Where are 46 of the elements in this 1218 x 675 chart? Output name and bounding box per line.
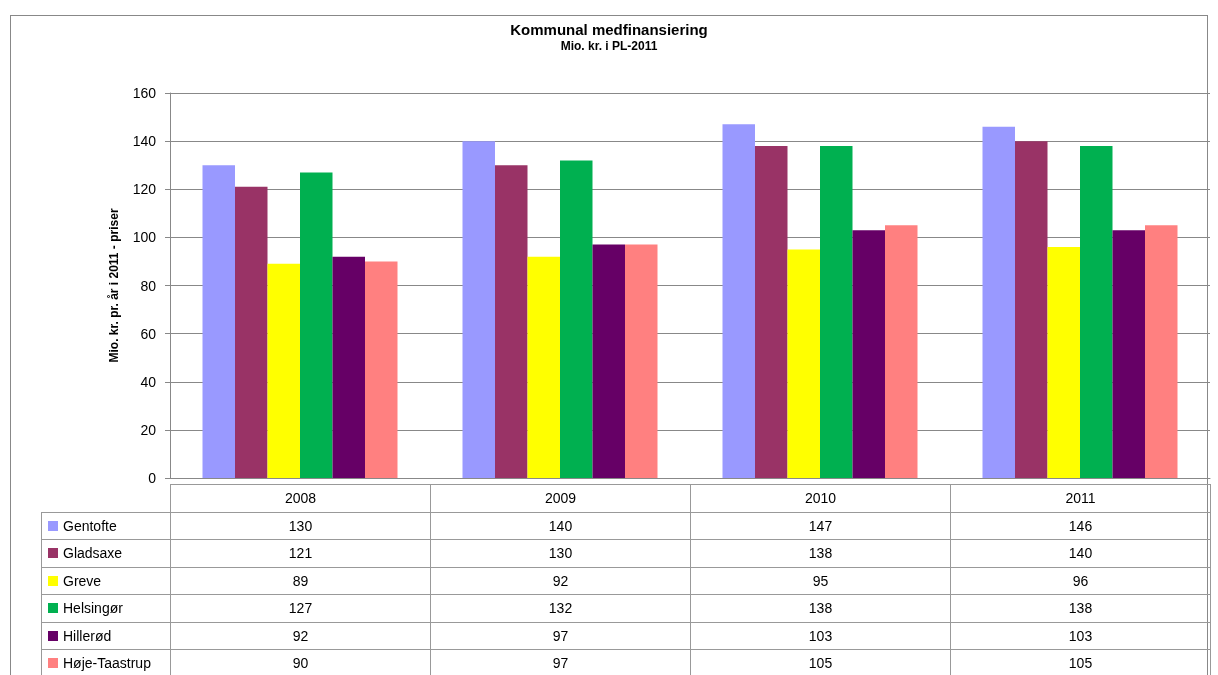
y-tick-label: 20 [140, 421, 157, 438]
data-label: 89 [170, 567, 431, 595]
data-label: 103 [690, 622, 951, 650]
data-label: 103 [950, 622, 1211, 650]
x-tick-label: 2011 [950, 484, 1211, 512]
data-label: 140 [430, 512, 691, 540]
y-tick-label: 40 [140, 373, 157, 390]
data-label: 96 [950, 567, 1211, 595]
data-label: 97 [430, 622, 691, 650]
data-label: 90 [170, 649, 431, 675]
y-tick-label: 160 [132, 85, 157, 101]
y-tick-label: 120 [132, 181, 157, 198]
x-tick-label: 2010 [690, 484, 951, 512]
chart-title: Kommunal medfinansiering [510, 21, 708, 38]
data-label: 121 [170, 539, 431, 567]
y-tick-label: 80 [140, 277, 157, 294]
data-label: 140 [950, 539, 1211, 567]
data-label: 132 [430, 594, 691, 622]
data-label: 146 [950, 512, 1211, 540]
data-label: 147 [690, 512, 951, 540]
legend-label: Gentofte [41, 512, 171, 540]
data-label: 97 [430, 649, 691, 675]
x-tick-label: 2009 [430, 484, 691, 512]
y-tick-label: 0 [148, 470, 157, 486]
legend-label: Helsingør [41, 594, 171, 622]
data-label: 92 [170, 622, 431, 650]
data-label: 105 [690, 649, 951, 675]
data-label: 95 [690, 567, 951, 595]
y-axis-title: Mio. kr. pr. år i 2011 - priser [107, 208, 121, 363]
y-tick-label: 140 [132, 133, 157, 150]
legend-label: Gladsaxe [41, 539, 171, 567]
data-label: 130 [170, 512, 431, 540]
y-tick-label: 60 [140, 325, 157, 342]
data-label: 138 [690, 594, 951, 622]
data-label: 127 [170, 594, 431, 622]
data-label: 138 [950, 594, 1211, 622]
x-tick-label: 2008 [170, 484, 431, 512]
legend-label: Høje-Taastrup [41, 649, 171, 675]
legend-label: Greve [41, 567, 171, 595]
legend-label: Hillerød [41, 622, 171, 650]
data-label: 92 [430, 567, 691, 595]
data-label: 105 [950, 649, 1211, 675]
data-label: 138 [690, 539, 951, 567]
chart-subtitle: Mio. kr. i PL-2011 [560, 39, 658, 53]
data-label: 130 [430, 539, 691, 567]
y-tick-label: 100 [132, 229, 157, 246]
